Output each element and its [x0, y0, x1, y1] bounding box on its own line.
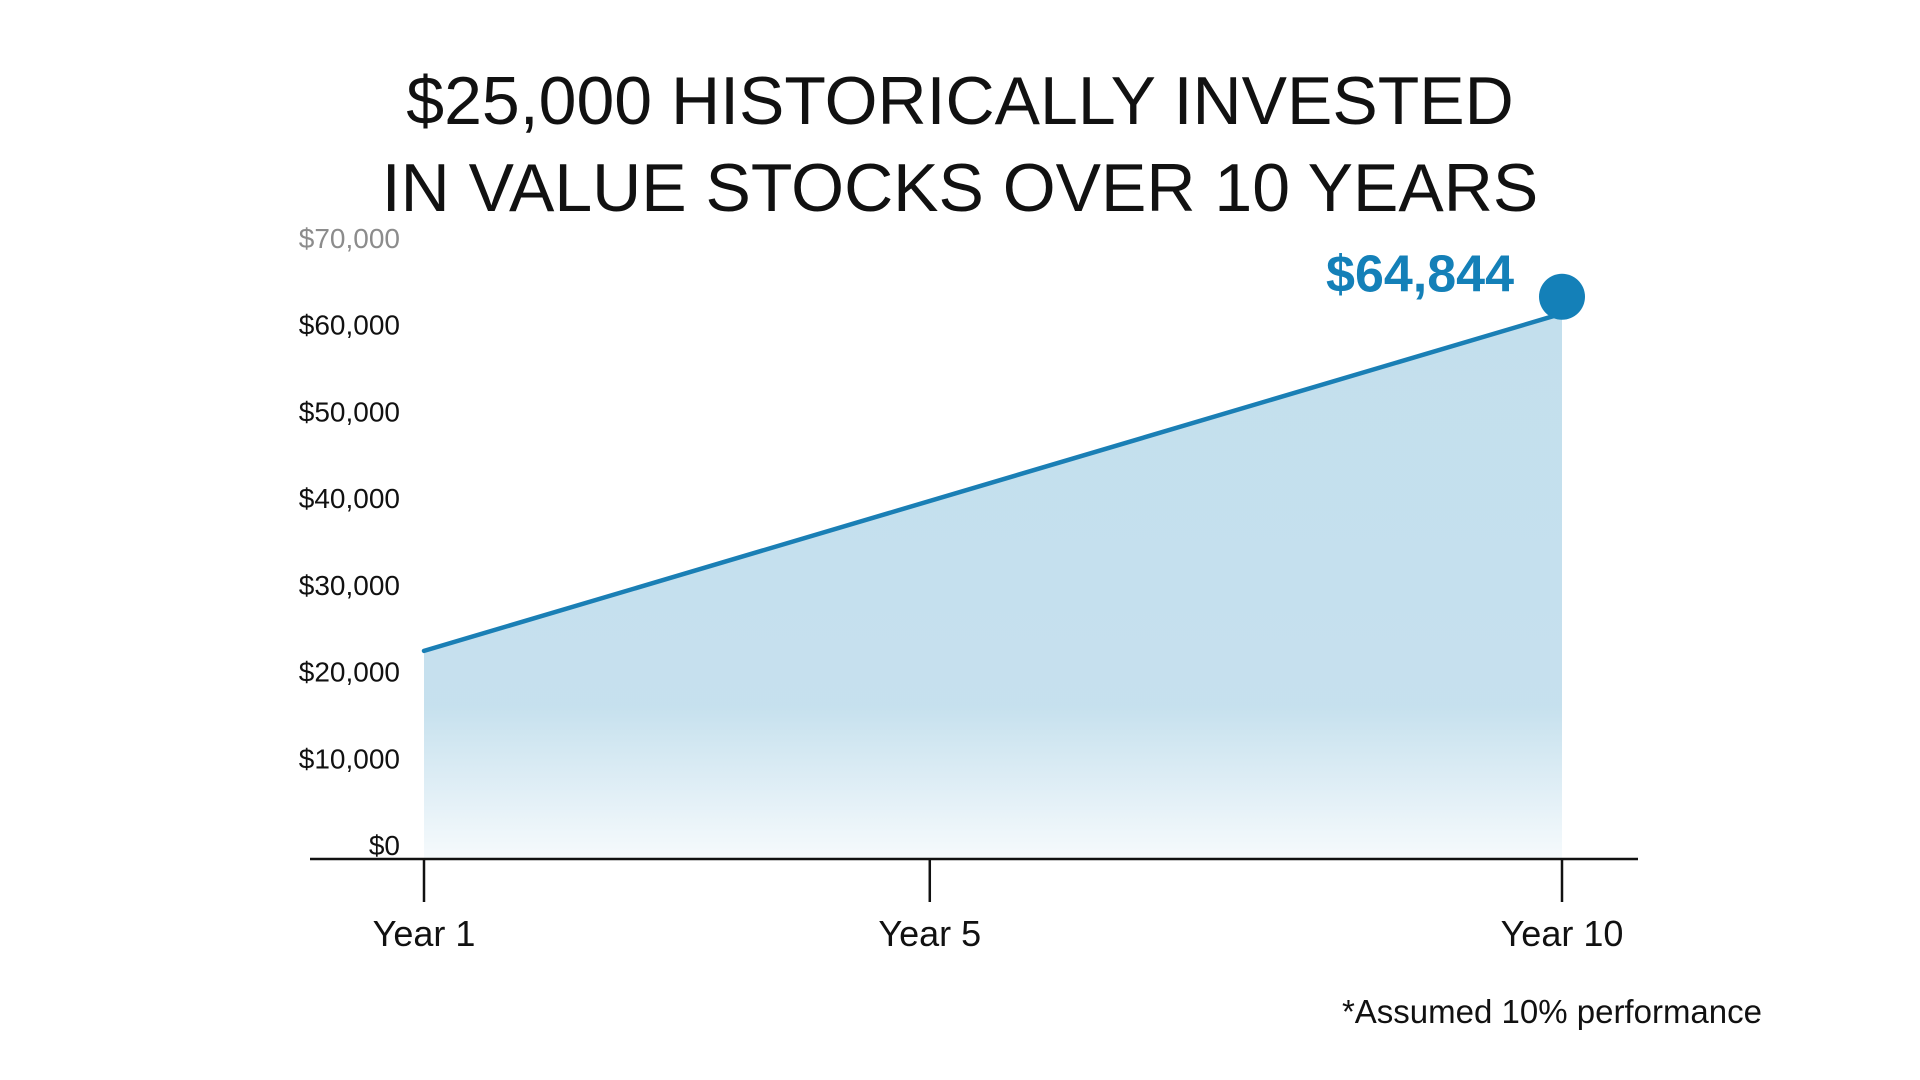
endpoint-value-label: $64,844	[1326, 246, 1514, 304]
y-tick-label-50000: $50,000	[299, 396, 400, 427]
axes	[310, 857, 1638, 902]
y-tick-label-0: $0	[369, 830, 400, 861]
y-tick-label-70000: $70,000	[299, 223, 400, 254]
x-tick-label-1: Year 1	[373, 913, 476, 954]
chart-title-line-1: $25,000 HISTORICALLY INVESTED	[406, 63, 1513, 139]
y-tick-label-40000: $40,000	[299, 483, 400, 514]
chart-title-line-2: IN VALUE STOCKS OVER 10 YEARS	[382, 150, 1538, 226]
endpoint-marker	[1539, 273, 1585, 320]
tick-labels: $0 $10,000 $20,000 $30,000 $40,000 $50,000 $60…	[299, 223, 1624, 954]
footnote: *Assumed 10% performance	[1342, 993, 1762, 1030]
y-tick-label-20000: $20,000	[299, 657, 400, 688]
plot-area: $64,844	[421, 246, 1585, 859]
x-tick-label-2: Year 5	[878, 913, 981, 954]
y-tick-label-60000: $60,000	[299, 310, 400, 341]
x-tick-label-3: Year 10	[1501, 913, 1624, 954]
series-line	[421, 311, 1565, 654]
area-fill	[424, 313, 1562, 859]
y-tick-label-10000: $10,000	[299, 743, 400, 774]
y-tick-label-30000: $30,000	[299, 570, 400, 601]
